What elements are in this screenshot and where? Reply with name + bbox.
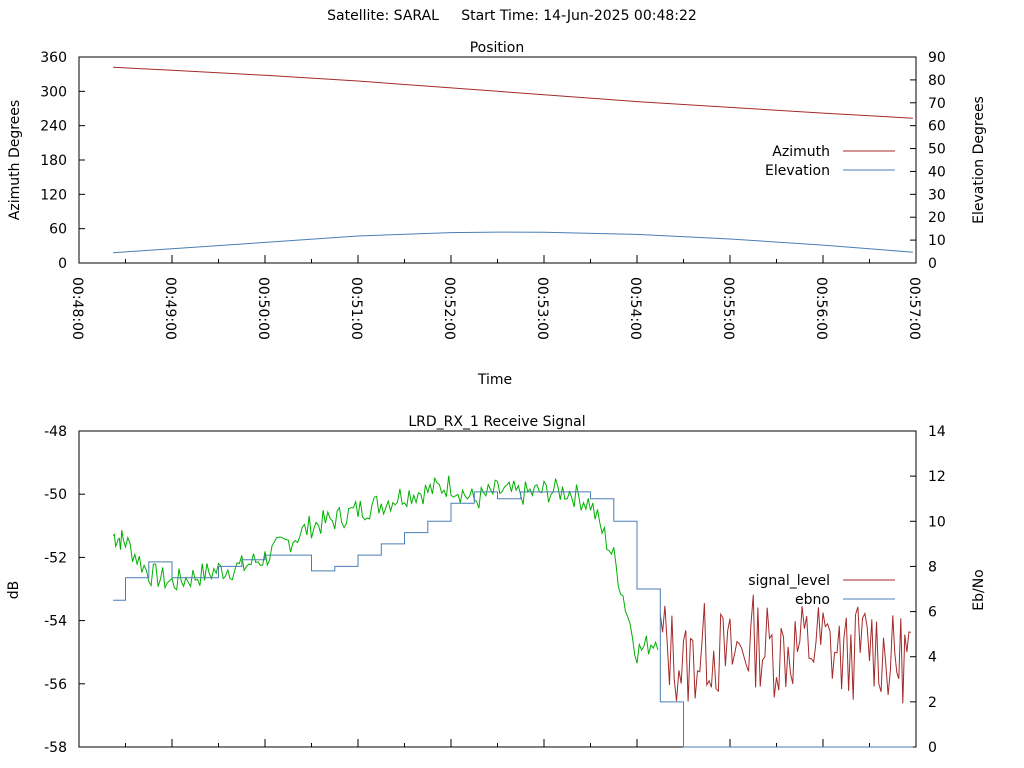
receive-signal-legend: signal_level ebno [748, 573, 895, 608]
y2-tick-label: 30 [928, 187, 946, 203]
y2-tick-label: 80 [928, 73, 946, 89]
y-tick-label: 60 [49, 222, 67, 238]
legend-label-signal-level: signal_level [748, 573, 830, 589]
x-tick-label: 00:55:00 [720, 277, 736, 340]
y2-tick-label: 10 [928, 514, 946, 530]
x-tick-label: 00:49:00 [162, 277, 178, 340]
x-tick-label: 00:56:00 [813, 277, 829, 340]
y2-tick-label: 10 [928, 233, 946, 249]
x-tick-label: 00:53:00 [534, 277, 550, 340]
y2-tick-label: 50 [928, 142, 946, 158]
series-line-azimuth [113, 66, 913, 119]
y-tick-label: -58 [44, 740, 67, 756]
position-x-axis-label: Time [477, 372, 512, 388]
position-chart: Position 0 60 120 180 240 300 360 0 10 20 30 40 50 60… [7, 40, 987, 388]
position-chart-title: Position [470, 40, 525, 56]
legend-label-ebno: ebno [795, 592, 830, 608]
y2-tick-label: 60 [928, 119, 946, 135]
y-tick-label: 180 [40, 153, 67, 169]
y-tick-label: -50 [44, 487, 67, 503]
series-line-signal-level [659, 594, 911, 704]
series-line-signal-level-locked [112, 475, 659, 664]
x-tick-label: 00:52:00 [441, 277, 457, 340]
y-tick-label: 120 [40, 187, 67, 203]
receive-signal-chart: LRD_RX_1 Receive Signal -58-56-54-52-50-… [6, 414, 987, 756]
y-tick-label: -56 [44, 677, 67, 693]
receive-signal-ticks: -58 -56 -54 -52 -50 -48 0 2 4 6 8 10 12 14 [44, 424, 946, 756]
y2-tick-label: 12 [928, 469, 946, 485]
y2-tick-label: 40 [928, 164, 946, 180]
y2-tick-label: 4 [928, 650, 937, 666]
series-line-elevation [113, 231, 913, 254]
receive-signal-series [112, 475, 913, 748]
receive-signal-plot-frame [78, 430, 917, 748]
y2-tick-label: 0 [928, 740, 937, 756]
x-tick-label: 00:54:00 [627, 277, 643, 340]
page-title: Satellite: SARAL Start Time: 14-Jun-2025… [327, 8, 697, 24]
y-tick-label: -54 [44, 614, 67, 630]
position-ticks: 0 60 120 180 240 300 360 0 10 20 30 40 50 60 70 80 90 00:… [40, 50, 946, 340]
y2-tick-label: 6 [928, 605, 937, 621]
series-line-ebno [113, 491, 913, 748]
y2-tick-label: 8 [928, 559, 937, 575]
y-tick-label: 240 [40, 119, 67, 135]
y-tick-label: 0 [58, 256, 67, 272]
y-tick-label: 300 [40, 84, 67, 100]
x-tick-label: 00:50:00 [255, 277, 271, 340]
receive-signal-y-axis-label: dB [6, 581, 22, 600]
position-y2-axis-label: Elevation Degrees [971, 96, 987, 224]
y-tick-label: -48 [44, 424, 67, 440]
y2-tick-label: 14 [928, 424, 946, 440]
x-tick-label: 00:51:00 [348, 277, 364, 340]
y2-tick-label: 2 [928, 695, 937, 711]
position-series [113, 66, 913, 254]
y2-tick-label: 90 [928, 50, 946, 66]
x-tick-label: 00:57:00 [906, 277, 922, 340]
y-tick-label: -52 [44, 550, 67, 566]
y2-tick-label: 70 [928, 96, 946, 112]
x-tick-label: 00:48:00 [69, 277, 85, 340]
y-tick-label: 360 [40, 50, 67, 66]
position-legend: Azimuth Elevation [765, 144, 895, 179]
legend-label-elevation: Elevation [765, 163, 830, 179]
y2-tick-label: 0 [928, 256, 937, 272]
y2-tick-label: 20 [928, 210, 946, 226]
legend-label-azimuth: Azimuth [772, 144, 830, 160]
receive-signal-chart-title: LRD_RX_1 Receive Signal [408, 414, 585, 430]
position-y-axis-label: Azimuth Degrees [7, 100, 23, 220]
receive-signal-y2-axis-label: Eb/No [971, 569, 987, 611]
